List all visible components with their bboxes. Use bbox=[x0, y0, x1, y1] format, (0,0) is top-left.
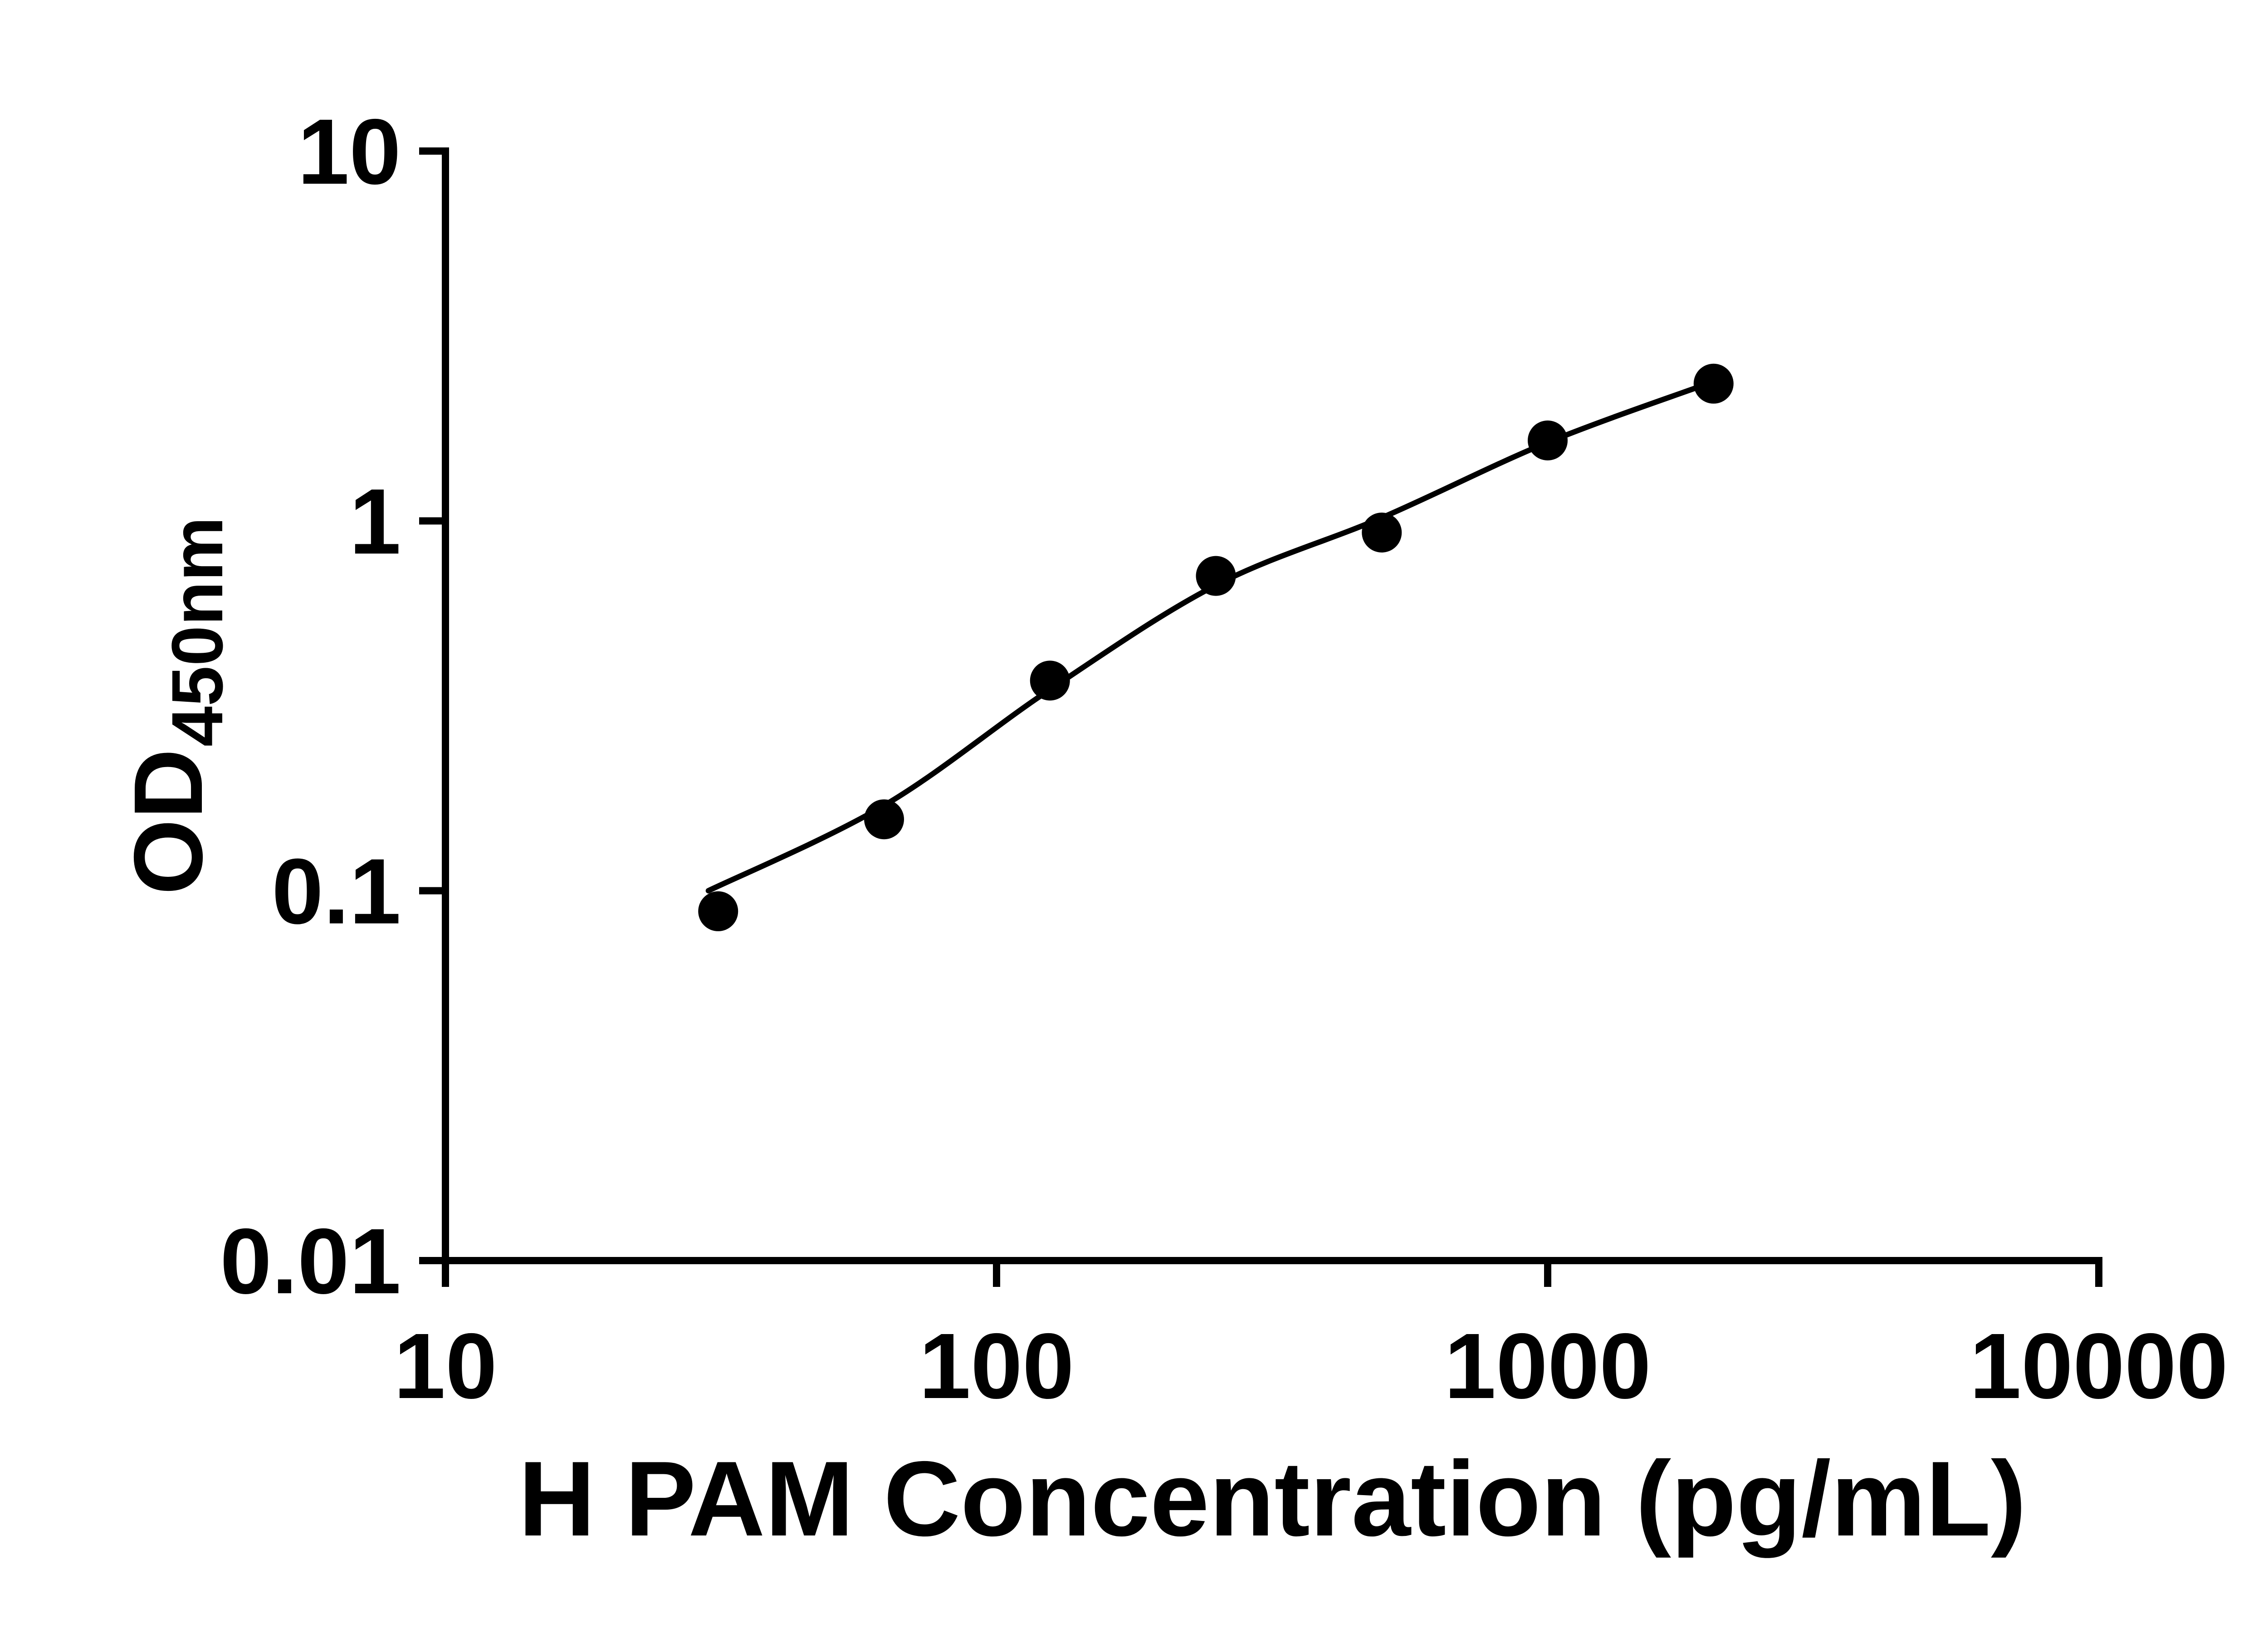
axis-spine bbox=[442, 147, 2102, 1264]
data-points-layer bbox=[698, 363, 1734, 931]
x-tick-label: 10 bbox=[394, 1314, 497, 1418]
x-tick-label: 1000 bbox=[1444, 1314, 1651, 1418]
data-point bbox=[864, 799, 904, 840]
data-point bbox=[1196, 556, 1236, 596]
y-axis-title: OD 450nm bbox=[113, 517, 238, 895]
data-point bbox=[1030, 660, 1070, 701]
data-point bbox=[1528, 420, 1568, 461]
data-point bbox=[1362, 513, 1402, 553]
axes bbox=[442, 147, 2102, 1264]
data-point bbox=[698, 891, 738, 931]
y-tick-label: 0.1 bbox=[272, 840, 401, 944]
y-tick-label: 0.01 bbox=[220, 1209, 401, 1313]
fit-curve-layer bbox=[705, 379, 1716, 894]
y-axis-title-main: OD bbox=[113, 748, 223, 895]
fit-curve bbox=[705, 379, 1716, 894]
x-tick-label: 10000 bbox=[1970, 1314, 2228, 1418]
x-axis-ticks: 10 100 1000 10000 bbox=[394, 1261, 2228, 1418]
y-tick-label: 10 bbox=[298, 100, 401, 204]
data-point bbox=[1693, 363, 1734, 404]
y-axis-title-subscript: 450nm bbox=[156, 517, 238, 747]
y-axis-ticks: 10 1 0.1 0.01 bbox=[220, 100, 445, 1313]
x-tick-label: 100 bbox=[919, 1314, 1074, 1418]
x-axis-title: H PAM Concentration (pg/mL) bbox=[518, 1439, 2027, 1558]
y-tick-label: 1 bbox=[349, 469, 401, 573]
